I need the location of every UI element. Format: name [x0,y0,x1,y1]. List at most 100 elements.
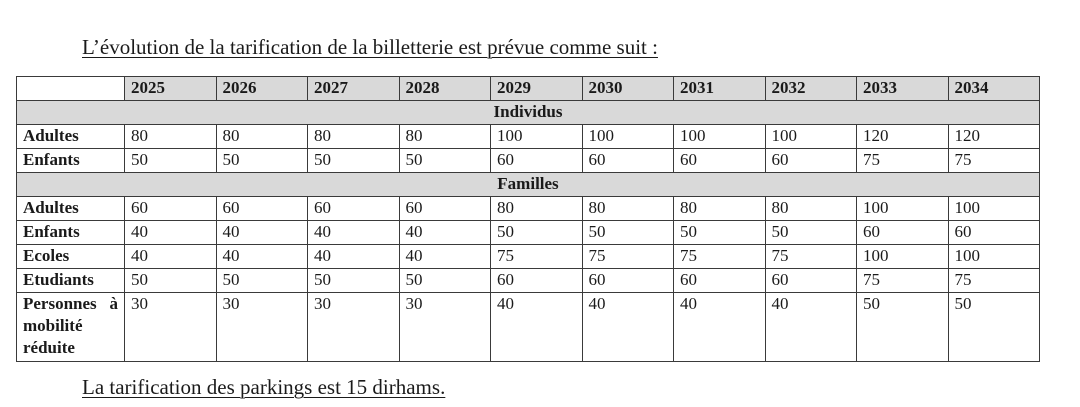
price-cell: 75 [947,148,1040,173]
price-cell: 40 [764,292,857,362]
row-label: Adultes [16,124,125,149]
price-cell: 50 [398,148,491,173]
price-cell: 80 [673,196,766,221]
price-cell: 50 [215,268,308,293]
price-cell: 100 [856,196,949,221]
header-year-cell: 2030 [581,76,674,101]
price-cell: 80 [124,124,217,149]
table-row: Etudiants 50 50 50 50 60 60 60 60 75 75 [16,268,1040,293]
price-cell: 80 [215,124,308,149]
table-row: Personnes à mobilité réduite 30 30 30 30 40 40… [16,292,1040,362]
price-cell: 75 [490,244,583,269]
header-year-cell: 2034 [947,76,1040,101]
price-cell: 60 [215,196,308,221]
header-corner-cell [16,76,125,101]
row-label: Personnes à mobilité réduite [16,292,125,362]
price-cell: 60 [307,196,400,221]
price-cell: 30 [124,292,217,362]
price-cell: 60 [764,268,857,293]
price-cell: 60 [124,196,217,221]
price-cell: 75 [856,268,949,293]
section-title: Individus [16,100,1040,125]
price-cell: 60 [947,220,1040,245]
row-label: Adultes [16,196,125,221]
row-label: Ecoles [16,244,125,269]
header-year-cell: 2026 [215,76,308,101]
price-cell: 50 [124,268,217,293]
price-cell: 60 [673,148,766,173]
price-cell: 40 [215,220,308,245]
table-row: Adultes 60 60 60 60 80 80 80 80 100 100 [16,196,1040,221]
price-cell: 50 [490,220,583,245]
price-cell: 50 [947,292,1040,362]
price-cell: 50 [124,148,217,173]
price-cell: 40 [490,292,583,362]
price-cell: 60 [673,268,766,293]
tarification-table: 2025 2026 2027 2028 2029 2030 2031 2032 … [16,76,1040,362]
price-cell: 60 [856,220,949,245]
price-cell: 40 [398,244,491,269]
header-year-cell: 2025 [124,76,217,101]
table-row: Enfants 40 40 40 40 50 50 50 50 60 60 [16,220,1040,245]
price-cell: 80 [764,196,857,221]
table-row: Enfants 50 50 50 50 60 60 60 60 75 75 [16,148,1040,173]
price-cell: 80 [398,124,491,149]
price-cell: 75 [764,244,857,269]
price-cell: 50 [764,220,857,245]
table-row: Ecoles 40 40 40 40 75 75 75 75 100 100 [16,244,1040,269]
section-title: Familles [16,172,1040,197]
price-cell: 40 [307,244,400,269]
price-cell: 75 [673,244,766,269]
price-cell: 100 [673,124,766,149]
document-title: L’évolution de la tarification de la bil… [82,35,658,59]
price-cell: 100 [764,124,857,149]
parking-note: La tarification des parkings est 15 dirh… [82,375,446,399]
table-row: Adultes 80 80 80 80 100 100 100 100 120 120 [16,124,1040,149]
price-cell: 100 [581,124,674,149]
price-cell: 50 [398,268,491,293]
price-cell: 40 [307,220,400,245]
price-cell: 50 [673,220,766,245]
price-cell: 60 [490,148,583,173]
price-cell: 40 [215,244,308,269]
header-year-cell: 2028 [398,76,491,101]
price-cell: 80 [307,124,400,149]
price-cell: 50 [215,148,308,173]
header-year-cell: 2033 [856,76,949,101]
price-cell: 50 [307,148,400,173]
price-cell: 80 [581,196,674,221]
section-header-row: Individus [16,100,1040,125]
row-label: Enfants [16,220,125,245]
price-cell: 30 [398,292,491,362]
header-year-cell: 2027 [307,76,400,101]
header-year-cell: 2029 [490,76,583,101]
price-cell: 100 [947,244,1040,269]
price-cell: 100 [947,196,1040,221]
price-cell: 75 [856,148,949,173]
price-cell: 40 [673,292,766,362]
price-cell: 80 [490,196,583,221]
price-cell: 100 [856,244,949,269]
header-year-cell: 2032 [764,76,857,101]
table-body: 2025 2026 2027 2028 2029 2030 2031 2032 … [16,76,1040,362]
section-header-row: Familles [16,172,1040,197]
price-cell: 100 [490,124,583,149]
price-cell: 60 [581,268,674,293]
price-cell: 60 [490,268,583,293]
price-cell: 40 [581,292,674,362]
price-cell: 40 [398,220,491,245]
price-cell: 40 [124,220,217,245]
price-cell: 30 [215,292,308,362]
price-cell: 50 [307,268,400,293]
price-cell: 75 [947,268,1040,293]
price-cell: 120 [947,124,1040,149]
price-cell: 40 [124,244,217,269]
price-cell: 120 [856,124,949,149]
price-cell: 60 [398,196,491,221]
price-cell: 60 [764,148,857,173]
price-cell: 60 [581,148,674,173]
table-header-row: 2025 2026 2027 2028 2029 2030 2031 2032 … [16,76,1040,101]
row-label: Etudiants [16,268,125,293]
price-cell: 50 [856,292,949,362]
header-year-cell: 2031 [673,76,766,101]
